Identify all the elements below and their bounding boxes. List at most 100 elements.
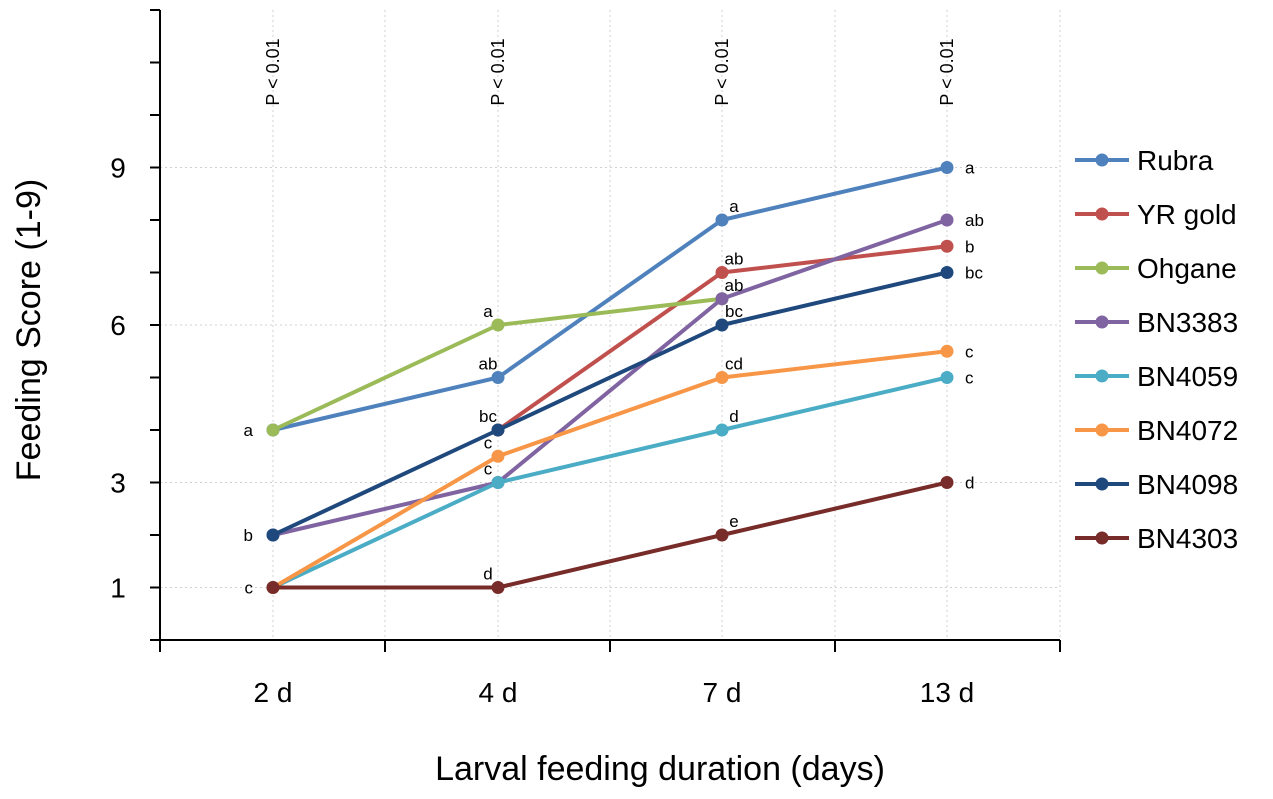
- data-point: [715, 528, 729, 542]
- legend-label: YR gold: [1137, 199, 1237, 230]
- legend-marker: [1095, 153, 1109, 167]
- y-tick-label: 3: [110, 468, 126, 499]
- significance-letter: a: [483, 302, 493, 321]
- legend-item-yr-gold: YR gold: [1075, 199, 1237, 230]
- legend-marker: [1095, 369, 1109, 383]
- legend-marker: [1095, 423, 1109, 437]
- significance-letter: a: [729, 197, 739, 216]
- series-line: [272, 165, 948, 432]
- legend-item-ohgane: Ohgane: [1075, 253, 1237, 284]
- data-point: [940, 476, 954, 489]
- legend-marker: [1095, 207, 1109, 221]
- legend-label: BN3383: [1137, 307, 1238, 338]
- significance-letter: ab: [725, 276, 744, 295]
- data-point: [715, 266, 729, 279]
- legend-label: BN4303: [1137, 523, 1238, 554]
- p-value-label: P < 0.01: [263, 38, 283, 105]
- data-point: [940, 239, 954, 253]
- significance-letter: d: [965, 474, 974, 493]
- data-point: [491, 476, 505, 489]
- legend-label: BN4059: [1137, 361, 1238, 392]
- significance-letter: c: [484, 460, 493, 479]
- significance-letter: b: [244, 526, 253, 545]
- legend-item-bn4072: BN4072: [1075, 415, 1238, 446]
- x-tick-label: 2 d: [254, 677, 293, 708]
- series-bn4072: [266, 344, 954, 594]
- legend-item-bn4303: BN4303: [1075, 523, 1238, 554]
- legend-marker: [1095, 261, 1109, 275]
- significance-letter: e: [729, 512, 738, 531]
- x-tick-label: 7 d: [703, 677, 742, 708]
- data-point: [715, 371, 729, 384]
- significance-letter: bc: [965, 264, 983, 283]
- x-tick-label: 13 d: [920, 677, 975, 708]
- significance-letter: bc: [479, 407, 497, 426]
- legend-item-bn4098: BN4098: [1075, 469, 1238, 500]
- data-point: [266, 581, 280, 594]
- x-tick-label: 4 d: [479, 677, 518, 708]
- significance-letter: ab: [479, 355, 498, 374]
- data-point: [715, 213, 729, 227]
- data-point: [940, 371, 954, 384]
- significance-letter: a: [244, 421, 254, 440]
- series-line: [272, 270, 948, 537]
- p-value-label: P < 0.01: [488, 38, 508, 105]
- tick-labels: 2 d 4 d 7 d 13 d 1 3 6 9: [110, 153, 974, 709]
- legend-item-bn3383: BN3383: [1075, 307, 1238, 338]
- significance-letter: ab: [965, 211, 984, 230]
- y-tick-label: 9: [110, 153, 126, 184]
- p-value-labels: P < 0.01 P < 0.01 P < 0.01 P < 0.01: [263, 38, 957, 105]
- significance-letter: c: [965, 369, 974, 388]
- legend-label: Rubra: [1137, 145, 1214, 176]
- series-line: [271, 349, 948, 590]
- series-line: [272, 218, 948, 537]
- significance-letter: d: [483, 565, 492, 584]
- legend-marker: [1095, 477, 1109, 491]
- legend: Rubra YR gold Ohgane BN3383 BN4059 BN4072 BN40…: [1075, 145, 1238, 554]
- data-point: [491, 581, 505, 594]
- significance-letter: ab: [725, 250, 744, 269]
- significance-letter: c: [245, 579, 254, 598]
- legend-item-rubra: Rubra: [1075, 145, 1214, 176]
- legend-label: Ohgane: [1137, 253, 1237, 284]
- data-point: [940, 213, 954, 227]
- p-value-label: P < 0.01: [712, 38, 732, 105]
- significance-letter: d: [729, 407, 738, 426]
- significance-letter: a: [965, 159, 975, 178]
- legend-marker: [1095, 531, 1109, 545]
- series-lines: [266, 161, 954, 594]
- series-line: [273, 480, 948, 590]
- y-axis-title: Feeding Score (1-9): [10, 179, 48, 481]
- data-point: [491, 449, 505, 463]
- series-bn4303: [266, 476, 954, 594]
- significance-letter: cd: [725, 355, 743, 374]
- series-bn4098: [266, 266, 954, 542]
- axes: [150, 9, 1061, 652]
- legend-label: BN4098: [1137, 469, 1238, 500]
- data-point: [940, 344, 954, 358]
- data-point: [266, 528, 280, 542]
- data-point: [940, 161, 954, 174]
- significance-letter: c: [965, 342, 974, 361]
- gridlines: [160, 10, 1061, 640]
- x-axis-title: Larval feeding duration (days): [435, 750, 885, 788]
- legend-marker: [1095, 315, 1109, 329]
- data-point: [491, 318, 505, 332]
- data-point: [940, 266, 954, 279]
- data-point: [491, 371, 505, 384]
- y-tick-label: 6: [110, 310, 126, 341]
- significance-letter: c: [484, 433, 493, 452]
- significance-letter: b: [965, 237, 974, 256]
- y-tick-label: 1: [110, 573, 126, 604]
- significance-letter: bc: [725, 302, 743, 321]
- data-point: [715, 423, 729, 437]
- legend-label: BN4072: [1137, 415, 1238, 446]
- data-point: [266, 423, 280, 437]
- data-point: [715, 318, 729, 332]
- p-value-label: P < 0.01: [937, 38, 957, 105]
- series-line: [272, 375, 948, 590]
- data-point: [491, 423, 505, 437]
- data-point: [715, 292, 729, 306]
